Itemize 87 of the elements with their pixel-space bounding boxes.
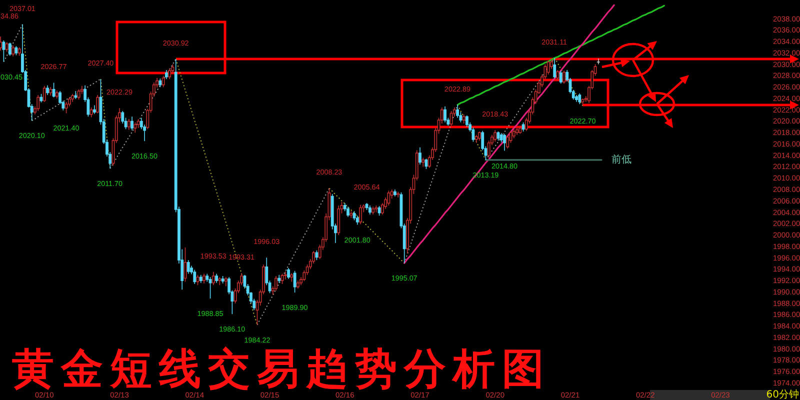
candlestick xyxy=(356,215,359,226)
candlestick xyxy=(465,115,468,128)
text: 60分钟 xyxy=(766,388,799,400)
candlestick xyxy=(444,106,446,123)
candlestick xyxy=(42,86,46,102)
candlestick xyxy=(346,206,350,218)
candlestick xyxy=(90,107,93,118)
candlestick xyxy=(280,273,284,284)
candlestick xyxy=(516,128,518,136)
candlestick xyxy=(396,191,400,198)
candlestick xyxy=(546,60,550,75)
candlestick xyxy=(422,157,425,168)
candlestick xyxy=(315,250,318,260)
candlestick xyxy=(274,276,278,292)
candlestick xyxy=(393,189,396,197)
candlestick xyxy=(378,206,381,216)
candlestick xyxy=(208,276,212,299)
candlestick xyxy=(218,276,222,286)
candlestick xyxy=(293,270,296,293)
candlestick xyxy=(127,118,130,130)
candlestick xyxy=(77,88,80,100)
candlestick xyxy=(215,273,218,284)
series-label: 前低 xyxy=(612,153,632,166)
candlestick xyxy=(168,68,172,80)
candlestick xyxy=(5,42,8,52)
candlestick xyxy=(512,128,516,139)
candlestick xyxy=(287,268,290,280)
candlestick xyxy=(93,104,96,114)
candlestick xyxy=(494,130,497,142)
candlestick xyxy=(184,247,187,282)
candlestick xyxy=(12,45,15,57)
candlestick xyxy=(553,58,556,78)
candlestick xyxy=(478,131,481,141)
candlestick xyxy=(581,98,584,106)
candlestick xyxy=(506,134,510,149)
candlestick xyxy=(199,274,202,284)
candlestick xyxy=(130,116,134,131)
candlestick xyxy=(278,274,281,284)
candlestick xyxy=(49,86,52,96)
candlestick xyxy=(352,210,356,221)
candlestick xyxy=(372,206,375,215)
candlestick xyxy=(368,205,372,215)
candlestick xyxy=(71,94,74,102)
candlestick xyxy=(202,273,206,284)
candlestick xyxy=(134,122,137,133)
candlestick xyxy=(186,260,190,274)
candlestick xyxy=(596,58,600,65)
candlestick xyxy=(474,134,478,144)
candlestick xyxy=(522,122,525,132)
candlestick xyxy=(196,274,200,286)
candlestick xyxy=(418,146,422,165)
candlestick xyxy=(290,272,294,282)
candlestick xyxy=(193,269,196,284)
candlestick xyxy=(359,204,362,225)
candlestick xyxy=(212,271,215,286)
candlestick xyxy=(136,118,140,128)
candlestick xyxy=(578,92,582,105)
candlestick xyxy=(14,46,18,56)
candlestick xyxy=(64,101,68,114)
candlestick xyxy=(8,42,12,56)
candlestick xyxy=(55,90,58,99)
candlestick xyxy=(36,94,40,112)
candlestick xyxy=(559,70,562,84)
candlestick xyxy=(462,114,466,124)
candlestick xyxy=(74,90,78,100)
candlestick xyxy=(221,276,224,284)
text: 黄金短线交易趋势分析图 xyxy=(12,344,551,393)
candlestick xyxy=(562,70,566,84)
candlestick xyxy=(374,205,378,213)
candlestick xyxy=(456,104,460,118)
candlestick xyxy=(52,82,56,98)
candlestick xyxy=(162,75,165,88)
candlestick xyxy=(164,70,168,80)
candlestick xyxy=(46,84,49,96)
candlestick xyxy=(503,133,506,152)
candlestick xyxy=(2,40,6,62)
candlestick xyxy=(18,46,21,56)
candlestick xyxy=(96,94,100,114)
candlestick xyxy=(337,205,340,236)
candlestick xyxy=(518,125,522,134)
candlestick xyxy=(296,280,300,289)
candlestick xyxy=(450,110,453,126)
candlestick xyxy=(284,271,287,280)
candlestick xyxy=(158,78,162,88)
candlestick xyxy=(350,210,353,218)
candlestick xyxy=(387,190,390,206)
candlestick xyxy=(224,276,228,287)
